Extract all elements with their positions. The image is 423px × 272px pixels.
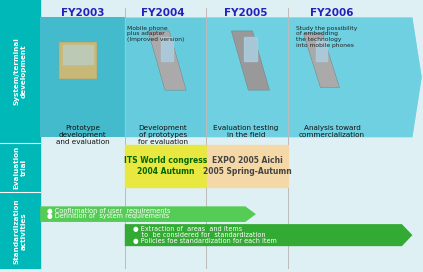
Polygon shape: [304, 34, 339, 87]
Text: Study the possibility
of embedding
the technology
into mobile phones: Study the possibility of embedding the t…: [296, 26, 357, 48]
Text: FY2005: FY2005: [225, 8, 268, 17]
Text: EXPO 2005 Aichi
2005 Spring-Autumn: EXPO 2005 Aichi 2005 Spring-Autumn: [203, 156, 292, 176]
Text: Development
of prototypes
for evaluation: Development of prototypes for evaluation: [138, 125, 188, 145]
Polygon shape: [40, 206, 256, 222]
Polygon shape: [231, 31, 269, 90]
Text: FY2004: FY2004: [141, 8, 185, 17]
Text: Mobile phone
plus adapter
(Improved version): Mobile phone plus adapter (Improved vers…: [127, 26, 184, 42]
Text: Evaluation
trial: Evaluation trial: [14, 146, 27, 189]
Text: to  be considered for  standardization: to be considered for standardization: [133, 231, 266, 238]
Text: ● Confirmation of user  requirements: ● Confirmation of user requirements: [47, 208, 170, 214]
Text: ITS World congress
2004 Autumn: ITS World congress 2004 Autumn: [124, 156, 207, 176]
Text: FY2003: FY2003: [61, 8, 104, 17]
Text: ● Policies foe standardization for each item: ● Policies foe standardization for each …: [133, 237, 277, 243]
Bar: [244, 37, 257, 61]
Bar: [0, 192, 40, 269]
Text: ● Extraction of  areas  and items: ● Extraction of areas and items: [133, 226, 242, 232]
Text: ● Definition of  system requirements: ● Definition of system requirements: [47, 213, 169, 219]
Bar: [0, 0, 40, 143]
Polygon shape: [206, 17, 422, 137]
Polygon shape: [148, 31, 186, 90]
Text: Evaluation testing
in the field: Evaluation testing in the field: [214, 125, 279, 138]
Bar: [161, 37, 173, 61]
Text: Standardization
activities: Standardization activities: [14, 198, 27, 264]
Text: FY2006: FY2006: [310, 8, 354, 17]
Bar: [207, 145, 288, 187]
Bar: [0, 143, 40, 192]
Bar: [125, 145, 206, 187]
Text: Prototype
development
and evaluation: Prototype development and evaluation: [56, 125, 109, 145]
Polygon shape: [40, 17, 126, 137]
Bar: [59, 42, 97, 79]
Text: Analysis toward
commercialization: Analysis toward commercialization: [299, 125, 365, 138]
Polygon shape: [125, 224, 412, 246]
Bar: [316, 39, 327, 61]
Text: System/terminal
development: System/terminal development: [14, 38, 27, 105]
Polygon shape: [125, 17, 422, 137]
Bar: [63, 45, 93, 64]
